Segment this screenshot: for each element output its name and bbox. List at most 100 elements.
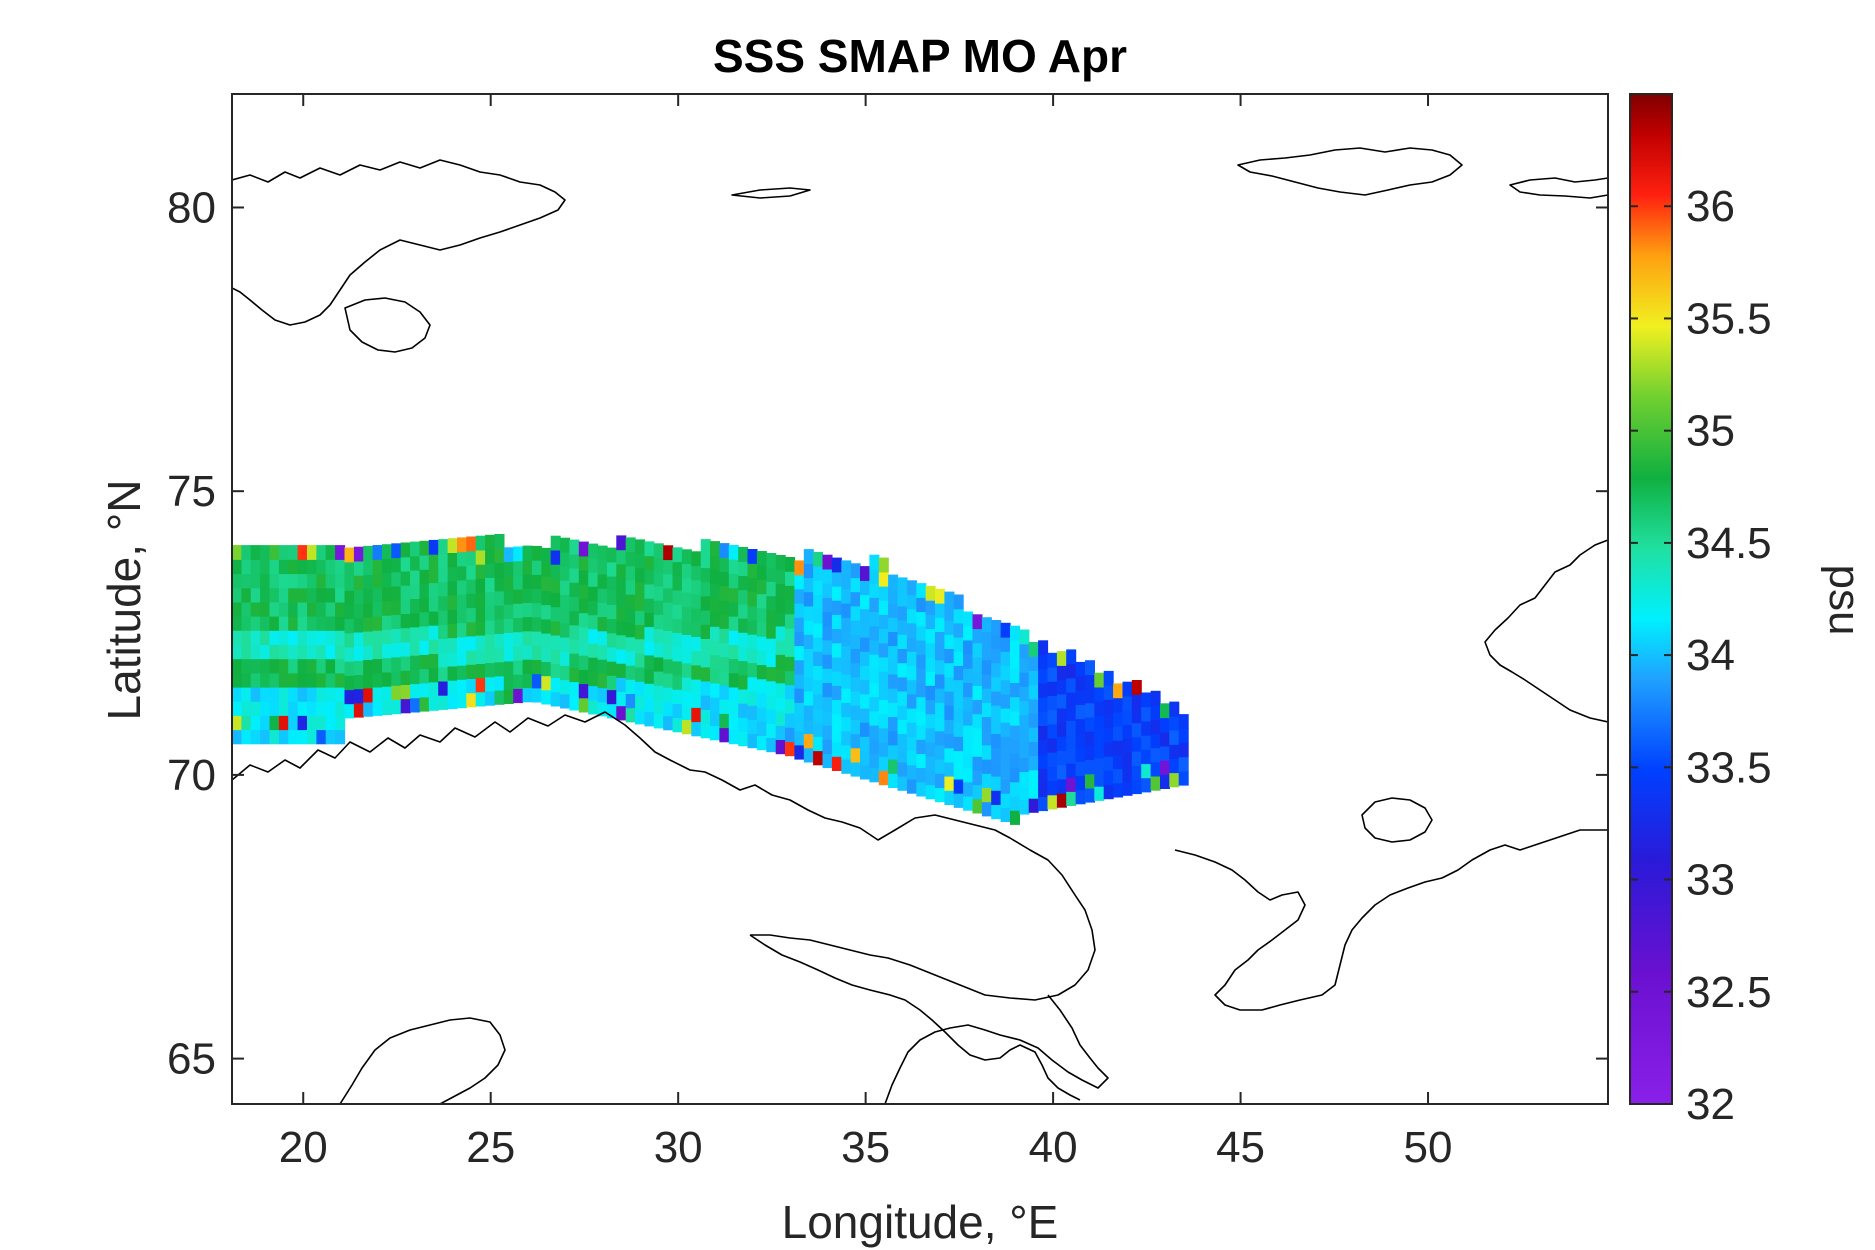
salinity-cell [850, 761, 861, 777]
salinity-cell [419, 696, 430, 712]
salinity-cell [232, 644, 242, 660]
salinity-cell [250, 601, 261, 617]
salinity-cell [1085, 702, 1095, 718]
salinity-cell [794, 688, 805, 703]
salinity-cell [653, 543, 664, 559]
x-tick-label: 30 [654, 1123, 703, 1172]
salinity-cell [503, 604, 514, 619]
salinity-cell [747, 577, 758, 593]
salinity-cell [691, 608, 702, 623]
salinity-cell [756, 565, 767, 580]
salinity-cell [803, 605, 814, 621]
salinity-cell [335, 701, 346, 716]
salinity-cell [813, 750, 824, 766]
salinity-cell [663, 559, 674, 575]
salinity-cell [250, 644, 261, 660]
salinity-cell [981, 787, 992, 803]
salinity-cell [419, 583, 430, 599]
salinity-cell [241, 701, 252, 716]
salinity-cell [1010, 668, 1020, 683]
salinity-cell [963, 753, 974, 769]
salinity-cell [860, 622, 870, 638]
salinity-cell [541, 604, 552, 620]
salinity-cell [972, 798, 983, 814]
salinity-cell [728, 573, 739, 589]
salinity-cell [1131, 722, 1142, 738]
salinity-cell [485, 619, 496, 635]
salinity-cell [550, 677, 561, 693]
salinity-cell [972, 699, 983, 715]
salinity-cell [1150, 747, 1161, 763]
salinity-cell [747, 605, 758, 621]
salinity-cell [785, 571, 795, 586]
salinity-cell [1019, 700, 1030, 716]
salinity-cell [1085, 787, 1095, 803]
salinity-cell [888, 716, 899, 732]
salinity-cell [466, 579, 477, 594]
salinity-cell [372, 672, 383, 688]
salinity-cell [888, 603, 899, 618]
salinity-cell [316, 601, 327, 617]
salinity-cell [775, 597, 786, 613]
salinity-cell [766, 737, 777, 753]
salinity-cell [438, 610, 449, 625]
salinity-cell [869, 611, 880, 627]
salinity-cell [738, 603, 749, 619]
salinity-cell [728, 715, 739, 731]
salinity-cell [728, 559, 739, 574]
salinity-cell [653, 557, 664, 573]
salinity-cell [944, 761, 955, 777]
salinity-cell [916, 611, 927, 627]
salinity-cell [831, 571, 842, 587]
salinity-cell [803, 563, 814, 579]
salinity-cell [447, 580, 458, 596]
salinity-cell [710, 597, 720, 613]
salinity-cell [644, 569, 655, 585]
salinity-cell [1056, 750, 1067, 766]
salinity-cell [916, 710, 927, 726]
salinity-cell [1160, 760, 1170, 775]
salinity-cell [1000, 807, 1011, 822]
salinity-cell [813, 580, 824, 596]
salinity-cell [438, 638, 449, 654]
salinity-cell [1131, 694, 1142, 709]
salinity-cell [475, 564, 486, 579]
salinity-cell [625, 693, 636, 709]
salinity-cell [794, 659, 805, 675]
salinity-cell [1094, 729, 1105, 745]
salinity-cell [466, 635, 477, 651]
salinity-cell [710, 697, 720, 712]
salinity-cell [813, 722, 824, 737]
salinity-cell [278, 601, 289, 617]
salinity-cell [307, 701, 317, 716]
salinity-cell [719, 727, 730, 743]
salinity-cell [410, 612, 421, 628]
salinity-cell [822, 625, 833, 641]
salinity-cell [869, 597, 880, 613]
x-axis: 20 25 30 35 40 45 50 [279, 94, 1453, 1172]
salinity-cell [335, 686, 346, 702]
salinity-cell [588, 557, 599, 573]
salinity-cell [719, 571, 730, 587]
salinity-cell [1122, 695, 1133, 711]
salinity-cell [681, 591, 692, 607]
salinity-cell [475, 635, 486, 650]
salinity-cell [316, 672, 327, 688]
colorbar-gradient [1629, 93, 1673, 1105]
salinity-cell [803, 662, 814, 678]
salinity-cell [410, 555, 421, 571]
salinity-cell [710, 626, 720, 641]
salinity-cell [925, 727, 936, 743]
salinity-cell [625, 565, 636, 581]
salinity-cell [353, 575, 364, 590]
plot-frame [231, 93, 1609, 1105]
salinity-cell [1056, 693, 1067, 709]
x-tick-label: 40 [1029, 1123, 1078, 1172]
coastlines [232, 147, 1608, 1104]
salinity-cell [569, 610, 580, 626]
salinity-cell [1000, 778, 1011, 794]
salinity-cell [597, 574, 608, 589]
salinity-cell [278, 644, 289, 660]
salinity-cell [644, 711, 655, 727]
salinity-cell [644, 669, 655, 684]
